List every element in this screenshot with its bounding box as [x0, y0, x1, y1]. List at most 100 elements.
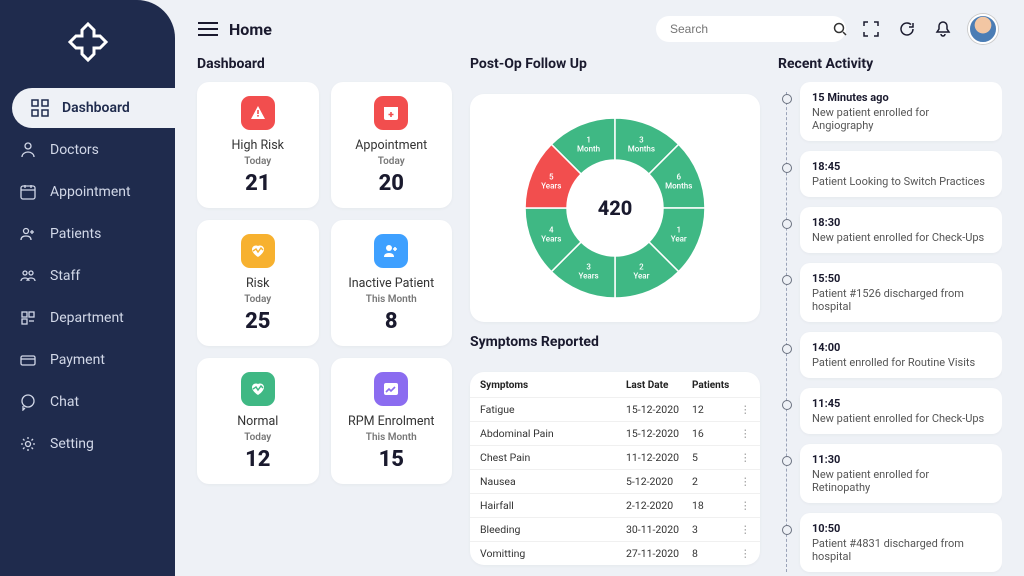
- search-input[interactable]: [670, 22, 825, 36]
- stat-value: 8: [385, 309, 398, 334]
- activity-text: Patient enrolled for Routine Visits: [812, 356, 990, 369]
- sidebar-item-patients[interactable]: Patients: [0, 214, 175, 254]
- activity-item[interactable]: 18:30 New patient enrolled for Check-Ups: [800, 207, 1002, 253]
- grid-icon: [30, 98, 50, 118]
- more-icon[interactable]: ⋮: [740, 451, 750, 464]
- symptom-row[interactable]: Nausea 5-12-2020 2 ⋮: [470, 469, 760, 493]
- activity-time: 10:50: [812, 522, 990, 535]
- stat-card[interactable]: Risk Today 25: [197, 220, 319, 346]
- stat-sub: Today: [244, 432, 271, 443]
- symptom-count: 5: [692, 451, 740, 464]
- symptom-row[interactable]: Fatigue 15-12-2020 12 ⋮: [470, 397, 760, 421]
- donut-center-value: 420: [598, 196, 633, 220]
- postop-donut-card: 1Month3Months6Months1Year2Year3Years4Yea…: [470, 94, 760, 322]
- sidebar-nav: Dashboard Doctors Appointment Patients S…: [0, 88, 175, 464]
- bell-icon[interactable]: [932, 18, 954, 40]
- more-icon[interactable]: ⋮: [740, 475, 750, 488]
- donut-segment-label: 6: [676, 173, 681, 182]
- more-icon[interactable]: ⋮: [740, 547, 750, 560]
- symptoms-header: Symptoms Last Date Patients: [470, 372, 760, 397]
- symptom-count: 8: [692, 547, 740, 560]
- fullscreen-icon[interactable]: [860, 18, 882, 40]
- symptom-row[interactable]: Hairfall 2-12-2020 18 ⋮: [470, 493, 760, 517]
- stat-sub: Today: [244, 156, 271, 167]
- menu-icon[interactable]: [197, 18, 219, 40]
- symptom-count: 2: [692, 475, 740, 488]
- sidebar-item-payment[interactable]: Payment: [0, 340, 175, 380]
- calendar-icon: [18, 182, 38, 202]
- stat-sub: This Month: [366, 432, 417, 443]
- activity-time: 11:45: [812, 397, 990, 410]
- activity-title: Recent Activity: [778, 56, 1002, 72]
- stat-card[interactable]: Inactive Patient This Month 8: [331, 220, 453, 346]
- sidebar-item-appointment[interactable]: Appointment: [0, 172, 175, 212]
- activity-item[interactable]: 18:45 Patient Looking to Switch Practice…: [800, 151, 1002, 197]
- stat-card[interactable]: RPM Enrolment This Month 15: [331, 358, 453, 484]
- symptom-name: Nausea: [480, 475, 626, 488]
- symptoms-title: Symptoms Reported: [470, 334, 760, 350]
- chat-icon: [18, 392, 38, 412]
- gear-icon: [18, 434, 38, 454]
- more-icon[interactable]: ⋮: [740, 523, 750, 536]
- col-patients: Patients: [692, 380, 740, 391]
- symptom-count: 18: [692, 499, 740, 512]
- sidebar-item-doctors[interactable]: Doctors: [0, 130, 175, 170]
- col-symptoms: Symptoms: [480, 380, 626, 391]
- sidebar-item-dashboard[interactable]: Dashboard: [12, 88, 175, 128]
- symptom-row[interactable]: Abdominal Pain 15-12-2020 16 ⋮: [470, 421, 760, 445]
- stat-title: Appointment: [355, 138, 427, 153]
- activity-item[interactable]: 11:45 New patient enrolled for Check-Ups: [800, 388, 1002, 434]
- stat-value: 21: [245, 171, 270, 196]
- symptom-date: 5-12-2020: [626, 475, 692, 488]
- more-icon[interactable]: ⋮: [740, 403, 750, 416]
- payment-icon: [18, 350, 38, 370]
- sidebar-item-chat[interactable]: Chat: [0, 382, 175, 422]
- symptom-count: 16: [692, 427, 740, 440]
- symptom-date: 27-11-2020: [626, 547, 692, 560]
- activity-time: 18:45: [812, 160, 990, 173]
- activity-item[interactable]: 15 Minutes ago New patient enrolled for …: [800, 82, 1002, 141]
- activity-item[interactable]: 11:30 New patient enrolled for Retinopat…: [800, 444, 1002, 503]
- symptom-row[interactable]: Vomitting 27-11-2020 8 ⋮: [470, 541, 760, 565]
- donut-segment-label: Month: [577, 144, 600, 153]
- symptom-name: Vomitting: [480, 547, 626, 560]
- stat-card[interactable]: Appointment Today 20: [331, 82, 453, 208]
- symptom-row[interactable]: Bleeding 30-11-2020 3 ⋮: [470, 517, 760, 541]
- stat-title: Risk: [246, 276, 270, 291]
- activity-item[interactable]: 14:00 Patient enrolled for Routine Visit…: [800, 332, 1002, 378]
- search-box[interactable]: [656, 16, 846, 42]
- activity-text: New patient enrolled for Angiography: [812, 106, 990, 132]
- activity-column: Recent Activity 15 Minutes ago New patie…: [778, 56, 1002, 576]
- stat-card[interactable]: Normal Today 12: [197, 358, 319, 484]
- sidebar-item-department[interactable]: Department: [0, 298, 175, 338]
- symptom-row[interactable]: Chest Pain 11-12-2020 5 ⋮: [470, 445, 760, 469]
- sidebar-item-label: Dashboard: [62, 100, 130, 116]
- activity-item[interactable]: 10:50 Patient #4831 discharged from hosp…: [800, 513, 1002, 572]
- patients-icon: [18, 224, 38, 244]
- stat-icon: [241, 234, 275, 268]
- more-icon[interactable]: ⋮: [740, 499, 750, 512]
- department-icon: [18, 308, 38, 328]
- activity-timeline: 15 Minutes ago New patient enrolled for …: [778, 82, 1002, 576]
- symptom-name: Bleeding: [480, 523, 626, 536]
- stat-value: 12: [245, 447, 270, 472]
- stat-card[interactable]: High Risk Today 21: [197, 82, 319, 208]
- sidebar-item-label: Patients: [50, 226, 101, 242]
- activity-text: Patient #1526 discharged from hospital: [812, 287, 990, 313]
- refresh-icon[interactable]: [896, 18, 918, 40]
- activity-time: 15 Minutes ago: [812, 91, 990, 104]
- sidebar: Dashboard Doctors Appointment Patients S…: [0, 0, 175, 576]
- more-icon[interactable]: ⋮: [740, 427, 750, 440]
- activity-item[interactable]: 15:50 Patient #1526 discharged from hosp…: [800, 263, 1002, 322]
- symptom-count: 12: [692, 403, 740, 416]
- sidebar-item-setting[interactable]: Setting: [0, 424, 175, 464]
- stat-icon: [374, 96, 408, 130]
- main: Home Dashboard High Risk Today 21 Appoin…: [175, 0, 1024, 576]
- cross-logo-icon: [64, 18, 112, 66]
- donut-segment-label: 2: [639, 263, 644, 272]
- avatar[interactable]: [968, 14, 998, 44]
- staff-icon: [18, 266, 38, 286]
- symptoms-table: Symptoms Last Date Patients Fatigue 15-1…: [470, 372, 760, 565]
- activity-time: 11:30: [812, 453, 990, 466]
- sidebar-item-staff[interactable]: Staff: [0, 256, 175, 296]
